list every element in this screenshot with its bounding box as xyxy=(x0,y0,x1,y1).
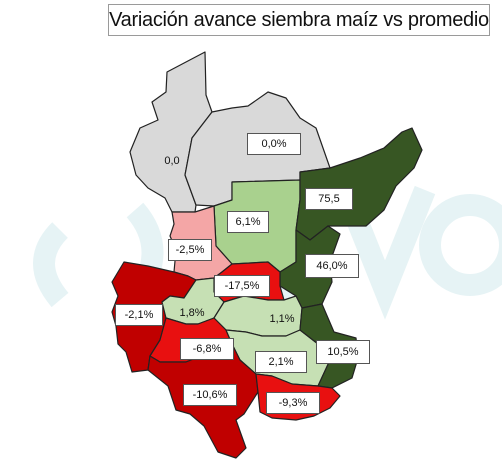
value-label-center-south: 1,1% xyxy=(269,313,295,325)
value-label-south-east: -9,3% xyxy=(266,392,320,414)
value-label-center-mid: -17,5% xyxy=(214,275,270,297)
value-label-east-north: 75,5 xyxy=(305,188,353,210)
value-label-ne: 0,0% xyxy=(247,133,301,155)
value-label-west-inner: 1,8% xyxy=(179,307,205,319)
value-label-southwest: -6,8% xyxy=(180,338,234,360)
map-title: Variación avance siembra maíz vs promedi… xyxy=(108,4,490,36)
region-nw[interactable] xyxy=(129,51,213,213)
value-label-west-upper: -2,5% xyxy=(168,239,212,261)
value-label-east-mid: 46,0% xyxy=(305,254,359,278)
value-label-south: -10,6% xyxy=(183,384,237,406)
value-label-south-center: 2,1% xyxy=(255,351,307,373)
value-label-southeast: 10,5% xyxy=(316,340,370,364)
value-label-west-far: -2,1% xyxy=(115,304,163,326)
value-label-nw: 0,0 xyxy=(164,155,180,167)
value-label-center-north: 6,1% xyxy=(227,211,269,233)
